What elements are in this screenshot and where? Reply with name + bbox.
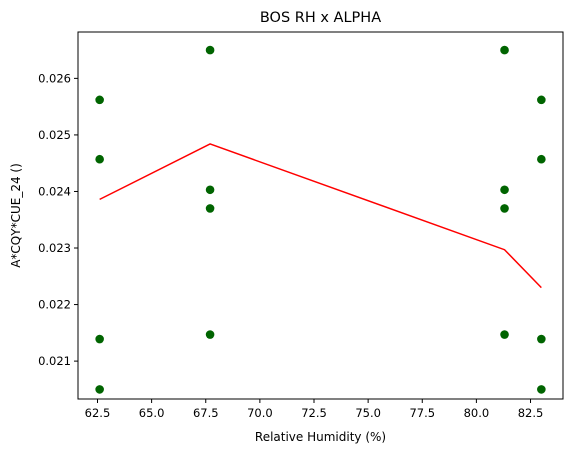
y-tick-label: 0.025 [38,128,71,142]
scatter-point [537,385,546,394]
x-tick-label: 70.0 [247,406,273,420]
scatter-point [500,330,509,339]
scatter-point [95,95,104,105]
x-tick-label: 62.5 [85,406,111,420]
scatter-point [205,45,215,55]
scatter-point [95,334,104,344]
x-axis-label: Relative Humidity (%) [255,430,386,444]
x-tick-label: 80.0 [464,406,490,420]
scatter-point [537,334,546,344]
y-axis-label: A*CQY*CUE_24 () [9,163,23,268]
y-tick-label: 0.021 [38,354,71,368]
plot-frame [77,31,564,400]
x-tick-label: 65.0 [139,406,165,420]
marks-layer [95,45,546,394]
y-tick-label: 0.024 [38,184,71,198]
x-tick-label: 77.5 [409,406,435,420]
scatter-point [95,154,104,164]
scatter-point [500,204,509,213]
x-axis: 62.5 65.0 67.5 70.0 72.5 75.0 77.5 80.0 82.5 [85,399,544,420]
scatter-point [500,45,509,55]
x-tick-label: 67.5 [193,406,219,420]
scatter-point [537,95,546,105]
y-axis: 0.021 0.022 0.023 0.024 0.025 0.026 [38,71,78,368]
scatter-point [205,185,215,195]
y-tick-label: 0.026 [38,71,71,85]
x-tick-label: 82.5 [518,406,544,420]
x-tick-label: 75.0 [355,406,381,420]
scatter-point [205,330,215,339]
scatter-point [500,185,509,195]
scatter-point [537,154,546,164]
trend-line [99,143,542,289]
y-tick-label: 0.022 [38,298,71,312]
x-tick-label: 72.5 [301,406,327,420]
scatter-point [95,385,104,394]
scatter-point [205,204,215,213]
y-tick-label: 0.023 [38,241,71,255]
chart-title: BOS RH x ALPHA [260,10,381,26]
